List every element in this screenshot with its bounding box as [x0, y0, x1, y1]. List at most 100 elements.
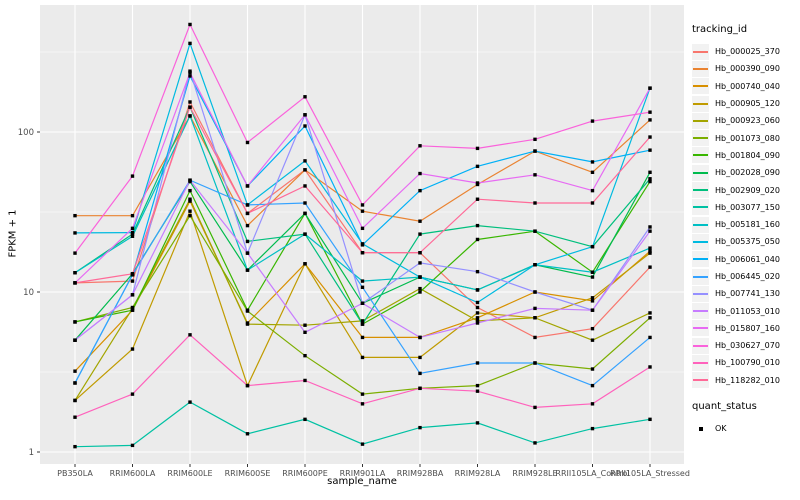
data-point	[475, 237, 480, 242]
legend-item-label: Hb_002909_020	[715, 185, 780, 195]
data-point	[648, 135, 652, 139]
data-point	[360, 226, 365, 231]
data-point	[590, 244, 595, 249]
data-point	[648, 417, 652, 422]
data-point	[590, 160, 595, 164]
data-point	[360, 203, 365, 207]
data-point	[590, 296, 595, 300]
data-point	[245, 140, 250, 145]
legend-key-swatch	[692, 95, 709, 112]
quant-status-legend-list: OK	[692, 420, 800, 437]
data-point	[475, 421, 480, 425]
data-point	[303, 168, 307, 172]
legend-key-line-icon	[693, 67, 708, 70]
data-point	[533, 405, 537, 410]
legend-key-line-icon	[693, 171, 708, 174]
data-point	[360, 355, 365, 360]
legend-item-label: Hb_007741_130	[715, 289, 780, 299]
data-point	[360, 322, 365, 326]
x-tick-label: RRIM928BA	[397, 469, 444, 478]
data-point	[590, 188, 595, 193]
data-point	[475, 223, 480, 228]
data-point	[130, 293, 135, 297]
legend-key-swatch	[692, 60, 709, 77]
data-point	[533, 229, 537, 233]
legend-item-Hb_007741_130: Hb_007741_130	[692, 285, 800, 302]
legend-item-quant-OK: OK	[692, 420, 800, 437]
data-point	[360, 279, 365, 283]
data-point	[648, 335, 652, 340]
legend-item-Hb_000025_370: Hb_000025_370	[692, 43, 800, 60]
data-point	[73, 369, 77, 373]
data-point	[303, 124, 307, 128]
data-point	[590, 383, 595, 388]
data-point	[130, 392, 135, 396]
data-point	[188, 41, 192, 46]
legend-item-label: Hb_011053_010	[715, 306, 780, 316]
data-point	[475, 361, 480, 365]
legend-key-swatch	[692, 354, 709, 371]
data-point	[360, 402, 365, 406]
data-point	[418, 171, 422, 176]
legend-item-label: Hb_000025_370	[715, 47, 780, 57]
data-point	[533, 173, 537, 177]
legend-item-label: Hb_005375_050	[715, 237, 780, 247]
data-point	[533, 306, 537, 311]
data-point	[418, 251, 422, 255]
legend-key-line-icon	[693, 379, 708, 382]
legend-item-Hb_015807_160: Hb_015807_160	[692, 320, 800, 337]
data-point	[533, 137, 537, 142]
data-point	[188, 333, 192, 337]
data-point	[648, 316, 652, 320]
data-point	[590, 426, 595, 431]
legend-item-Hb_000905_120: Hb_000905_120	[692, 95, 800, 112]
data-point	[130, 234, 135, 238]
legend-item-label: Hb_006061_040	[715, 254, 780, 264]
data-point	[590, 326, 595, 331]
legend-key-swatch	[692, 285, 709, 302]
data-point	[475, 288, 480, 292]
data-point	[130, 174, 135, 178]
legend-item-label: Hb_002028_090	[715, 168, 780, 178]
legend-key-swatch	[692, 303, 709, 320]
legend-item-Hb_005375_050: Hb_005375_050	[692, 233, 800, 250]
data-point	[360, 335, 365, 340]
data-point	[73, 381, 77, 385]
data-point	[533, 290, 537, 294]
data-point	[73, 338, 77, 342]
legend-key-line-icon	[693, 292, 708, 295]
legend-key-line-icon	[693, 189, 708, 192]
legend-key-swatch	[692, 43, 709, 60]
data-point	[648, 86, 652, 90]
data-point	[590, 275, 595, 279]
data-point	[475, 319, 480, 323]
data-point	[648, 311, 652, 315]
data-point	[188, 188, 192, 193]
data-point	[418, 290, 422, 294]
data-point	[130, 272, 135, 276]
data-point	[533, 316, 537, 320]
data-point	[590, 170, 595, 174]
data-point	[188, 213, 192, 218]
data-point	[360, 301, 365, 305]
data-point	[245, 308, 250, 312]
data-point	[648, 246, 652, 250]
data-point	[418, 386, 422, 391]
data-point	[533, 361, 537, 365]
legend-item-label: Hb_001073_080	[715, 133, 780, 143]
data-point	[590, 119, 595, 123]
data-point	[418, 425, 422, 430]
legend-key-swatch	[692, 337, 709, 354]
legend-item-Hb_000740_040: Hb_000740_040	[692, 78, 800, 95]
black-square-point-icon	[699, 426, 703, 431]
data-point	[245, 251, 250, 255]
data-point	[590, 299, 595, 303]
data-point	[648, 110, 652, 114]
legend-key-swatch	[692, 199, 709, 216]
legend-item-label: Hb_015807_160	[715, 323, 780, 333]
data-point	[590, 338, 595, 342]
legend-item-label: Hb_001804_090	[715, 150, 780, 160]
data-point	[648, 177, 652, 181]
data-point	[303, 201, 307, 205]
legend-key-swatch	[692, 216, 709, 233]
